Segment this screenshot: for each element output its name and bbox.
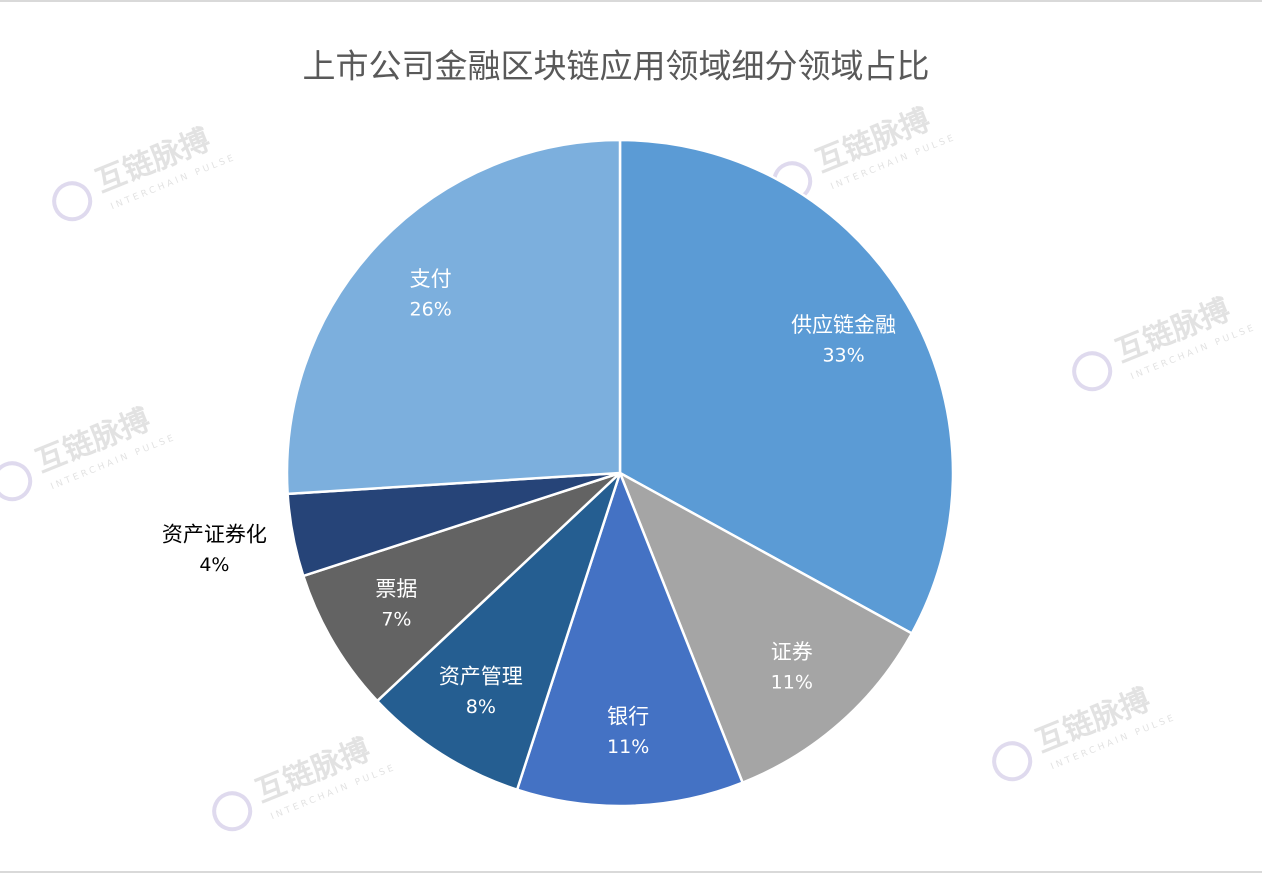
watermark-icon	[52, 181, 93, 222]
chart-title: 上市公司金融区块链应用领域细分领域占比	[303, 47, 930, 86]
slice-label: 资产管理	[439, 664, 523, 688]
watermark-icon	[1072, 351, 1113, 392]
watermark-icon	[992, 741, 1033, 782]
pie-slice	[618, 138, 955, 636]
slice-label: 票据	[375, 577, 417, 601]
pie-slice	[285, 138, 622, 496]
slice-value-label: 11%	[771, 671, 813, 693]
slice-label: 银行	[607, 705, 649, 729]
pie-slice	[375, 472, 622, 792]
slice-value-label: 26%	[410, 299, 452, 321]
pie-slice	[301, 471, 621, 703]
slice-label: 供应链金融	[791, 313, 896, 337]
slice-value-label: 8%	[466, 696, 496, 718]
pie: 供应链金融 33% 证券 11% 银行 11% 资产管理 8% 票据 7% 资产证券化 4% 支付 26%	[162, 138, 955, 808]
watermark-icon	[212, 791, 253, 832]
slice-label: 支付	[410, 267, 452, 291]
slice-value-label: 11%	[607, 736, 649, 758]
slice-label: 资产证券化	[162, 522, 267, 546]
pie-slice	[515, 469, 745, 808]
pie-slice	[617, 470, 914, 785]
watermark-icon	[0, 461, 33, 502]
slice-value-label: 33%	[822, 344, 864, 366]
slice-value-label: 7%	[381, 609, 411, 631]
slice-label: 证券	[771, 640, 813, 664]
slice-value-label: 4%	[199, 554, 229, 576]
